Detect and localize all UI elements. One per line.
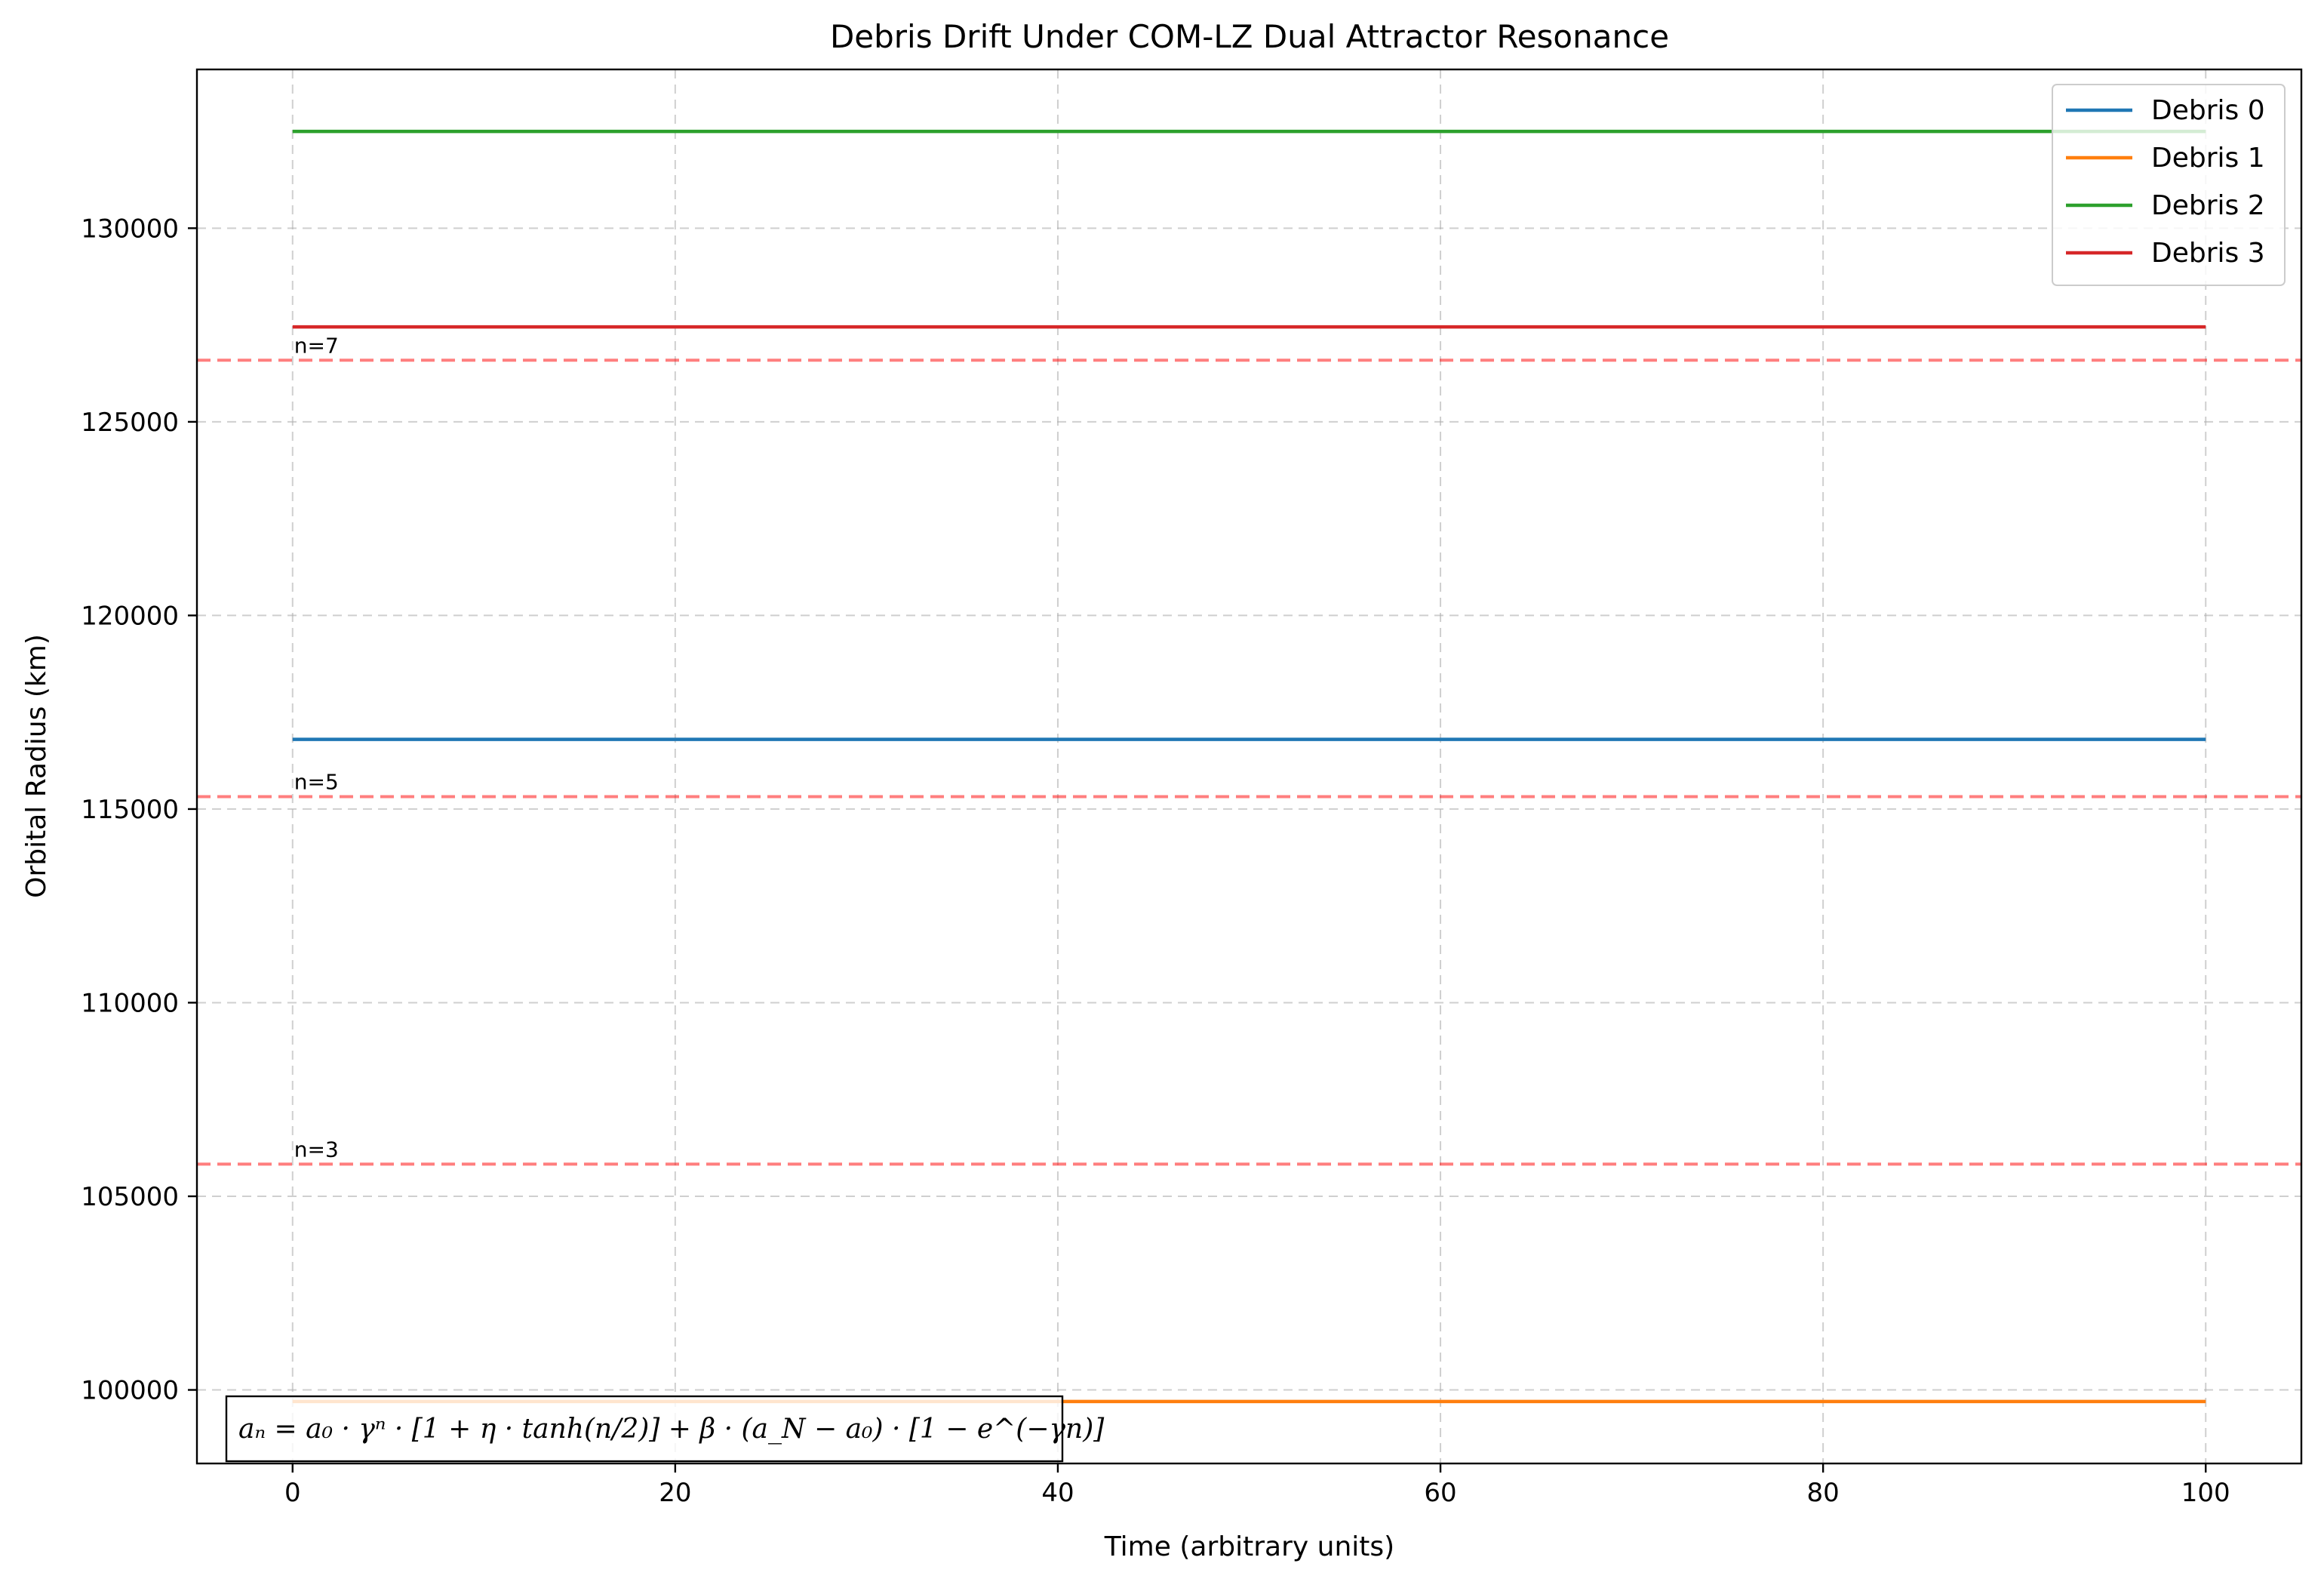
- formula-annotation: aₙ = a₀ · γⁿ · [1 + η · tanh(n/2)] + β ·…: [225, 1395, 1105, 1463]
- formula-box-frame: [225, 1395, 1064, 1463]
- y-axis-label: Orbital Radius (km): [21, 634, 52, 898]
- x-tick-label: 0: [284, 1478, 301, 1508]
- x-tick-label: 80: [1807, 1478, 1840, 1508]
- grid: [197, 69, 2301, 1463]
- x-axis: 0 20 40 60 80 100: [284, 1463, 2230, 1508]
- chart-title: Debris Drift Under COM-LZ Dual Attractor…: [830, 18, 1669, 55]
- legend: Debris 0 Debris 1 Debris 2 Debris 3: [2052, 84, 2286, 286]
- x-tick-label: 60: [1424, 1478, 1456, 1508]
- x-axis-label: Time (arbitrary units): [1104, 1531, 1394, 1562]
- y-tick-label: 115000: [81, 795, 179, 825]
- x-tick-label: 20: [659, 1478, 691, 1508]
- reference-line-label: n=7: [294, 333, 339, 358]
- y-axis: 100000 105000 110000 115000 120000 125000 1300…: [81, 214, 197, 1406]
- plot-frame: [195, 68, 2303, 1465]
- x-tick-label: 40: [1041, 1478, 1074, 1508]
- y-tick-label: 100000: [81, 1376, 179, 1406]
- y-tick-label: 120000: [81, 601, 179, 631]
- legend-box: [2052, 84, 2286, 286]
- reference-line-label: n=5: [294, 770, 339, 795]
- y-tick-label: 105000: [81, 1182, 179, 1212]
- legend-label: Debris 1: [2151, 143, 2265, 174]
- y-tick-label: 110000: [81, 988, 179, 1018]
- y-tick-label: 130000: [81, 214, 179, 244]
- reference-line-label: n=3: [294, 1137, 339, 1162]
- formula-text: aₙ = a₀ · γⁿ · [1 + η · tanh(n/2)] + β ·…: [238, 1414, 1105, 1445]
- legend-label: Debris 2: [2151, 190, 2265, 221]
- reference-lines: n=3 n=5 n=7: [197, 333, 2301, 1166]
- y-tick-label: 125000: [81, 408, 179, 438]
- x-tick-label: 100: [2181, 1478, 2230, 1508]
- legend-label: Debris 3: [2151, 238, 2265, 269]
- legend-label: Debris 0: [2151, 95, 2265, 126]
